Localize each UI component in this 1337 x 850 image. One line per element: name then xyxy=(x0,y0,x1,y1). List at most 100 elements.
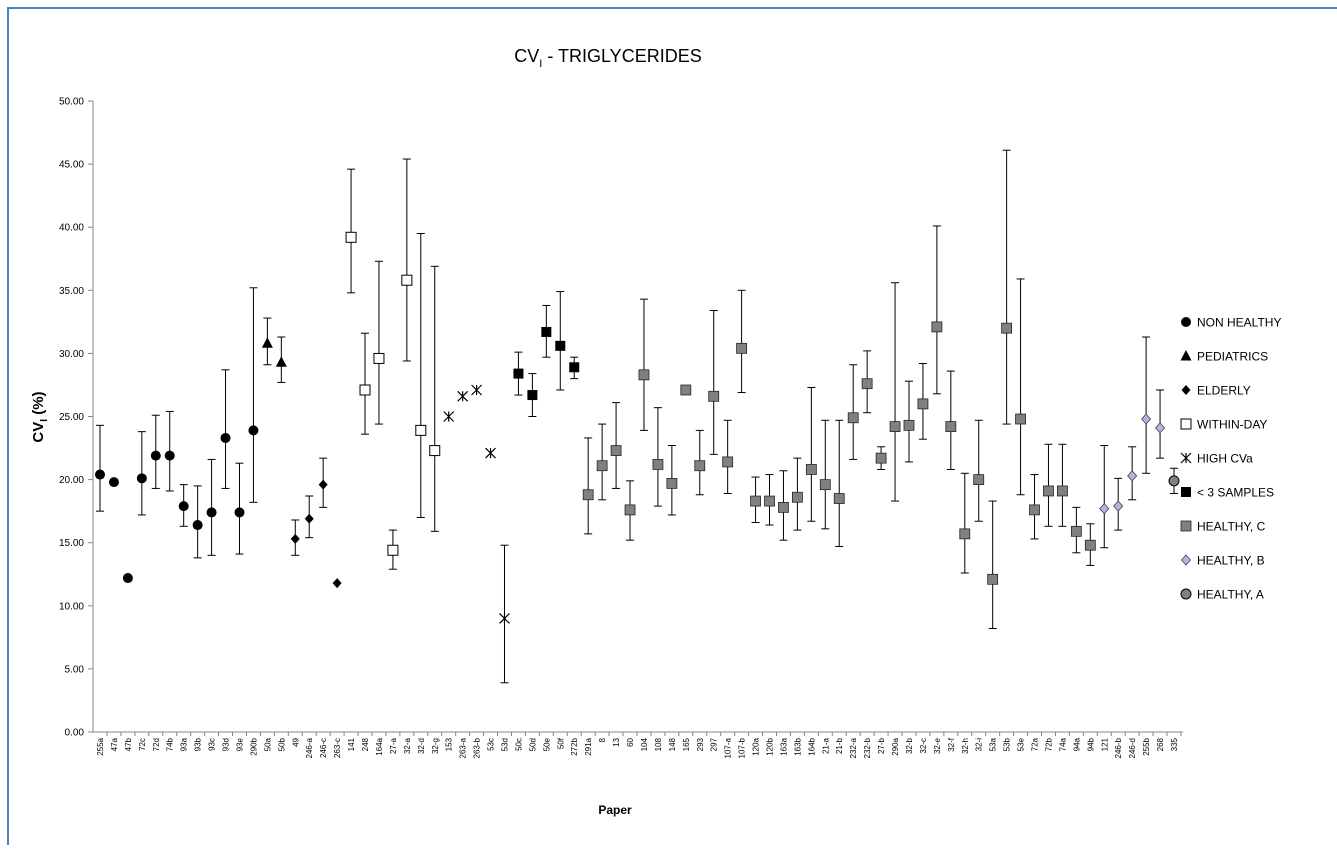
marker xyxy=(819,479,831,491)
x-tick-label: 163b xyxy=(793,737,802,755)
legend-marker xyxy=(1180,588,1192,600)
x-tick-label: 107-a xyxy=(724,737,733,758)
x-tick-label: 72a xyxy=(1031,737,1040,751)
marker xyxy=(290,533,300,544)
x-tick-label: 93a xyxy=(180,737,189,751)
x-tick-label: 53b xyxy=(1003,737,1012,751)
x-tick-label: 120a xyxy=(752,737,761,755)
x-tick-label: 50d xyxy=(528,738,537,751)
x-tick-label: 60 xyxy=(626,737,635,746)
y-tick-label: 20.00 xyxy=(59,475,84,486)
x-tick-label: 32-c xyxy=(919,738,928,754)
marker xyxy=(415,424,427,436)
legend-label: HEALTHY, A xyxy=(1197,588,1264,602)
x-tick-label: 148 xyxy=(668,737,677,751)
x-tick-label: 74a xyxy=(1058,737,1067,751)
marker xyxy=(95,469,105,480)
marker xyxy=(624,504,636,516)
marker xyxy=(332,578,342,589)
x-tick-label: 32-f xyxy=(947,737,956,752)
marker xyxy=(1099,503,1110,515)
x-tick-label: 108 xyxy=(654,737,663,751)
marker xyxy=(638,369,650,381)
marker xyxy=(304,513,314,524)
x-tick-label: 27-b xyxy=(877,737,886,754)
x-tick-label: 21-a xyxy=(821,737,830,754)
marker xyxy=(150,450,161,461)
marker xyxy=(429,445,441,457)
frame xyxy=(7,7,1337,850)
x-tick-label: 93d xyxy=(222,738,231,751)
legend-marker xyxy=(1180,452,1192,464)
title-part: CV xyxy=(514,46,539,66)
x-tick-label: 47a xyxy=(110,737,119,751)
marker xyxy=(1070,525,1082,537)
marker xyxy=(220,432,231,443)
x-tick-label: 72c xyxy=(138,738,147,751)
x-tick-label: 335 xyxy=(1170,737,1179,751)
x-tick-label: 50b xyxy=(277,737,286,751)
marker xyxy=(1141,413,1152,425)
marker xyxy=(443,411,455,422)
y-tick-label: 40.00 xyxy=(59,223,84,234)
marker xyxy=(513,368,524,379)
x-tick-label: 53e xyxy=(1017,737,1026,751)
x-tick-label: 104 xyxy=(640,737,649,751)
x-tick-label: 246-c xyxy=(319,738,328,758)
marker xyxy=(345,231,357,243)
legend-marker xyxy=(1180,418,1192,430)
legend-label: HEALTHY, B xyxy=(1197,554,1265,568)
x-tick-label: 50c xyxy=(514,738,523,751)
marker xyxy=(1015,413,1026,425)
marker xyxy=(527,390,538,401)
x-tick-label: 291a xyxy=(584,737,593,755)
marker xyxy=(708,390,720,402)
marker xyxy=(959,528,971,540)
x-tick-label: 74b xyxy=(166,737,175,751)
legend-label: PEDIATRICS xyxy=(1197,350,1268,364)
x-tick-label: 53a xyxy=(989,737,998,751)
x-tick-label: 153 xyxy=(445,737,454,751)
x-tick-label: 164b xyxy=(807,737,816,755)
x-tick-label: 290a xyxy=(891,737,900,755)
marker xyxy=(987,573,999,585)
x-tick-label: 93b xyxy=(194,737,203,751)
marker xyxy=(750,495,761,507)
x-tick-label: 32-h xyxy=(961,738,970,754)
marker xyxy=(1155,422,1166,434)
x-tick-label: 50a xyxy=(263,737,272,751)
x-tick-label: 107-b xyxy=(738,737,747,758)
marker xyxy=(471,384,483,396)
marker xyxy=(1057,485,1068,497)
x-tick-label: 232-a xyxy=(849,737,858,758)
x-tick-label: 163a xyxy=(779,737,788,755)
marker xyxy=(206,507,217,518)
x-tick-label: 32-g xyxy=(431,738,440,754)
y-label-part: CV xyxy=(30,422,47,443)
x-tick-label: 255b xyxy=(1142,737,1151,755)
marker xyxy=(359,384,371,396)
x-tick-label: 32-a xyxy=(403,737,412,754)
marker xyxy=(694,460,706,472)
marker xyxy=(457,390,469,402)
marker xyxy=(1127,470,1138,482)
marker xyxy=(1084,539,1096,551)
marker xyxy=(569,362,580,373)
y-label-part: (%) xyxy=(30,391,47,419)
x-tick-label: 93c xyxy=(208,738,217,751)
marker xyxy=(596,460,608,472)
title-sub: I xyxy=(539,58,542,70)
marker xyxy=(792,491,803,503)
y-tick-label: 0.00 xyxy=(65,728,85,739)
x-tick-label: 141 xyxy=(347,737,356,751)
marker xyxy=(945,421,957,432)
marker xyxy=(973,474,985,486)
y-axis-label: CVI (%) xyxy=(30,391,50,442)
x-tick-label: 49 xyxy=(291,737,300,746)
marker xyxy=(248,425,259,436)
marker xyxy=(555,340,566,351)
x-axis-label: Paper xyxy=(598,803,632,817)
marker xyxy=(833,493,845,504)
legend-marker xyxy=(1181,317,1191,327)
